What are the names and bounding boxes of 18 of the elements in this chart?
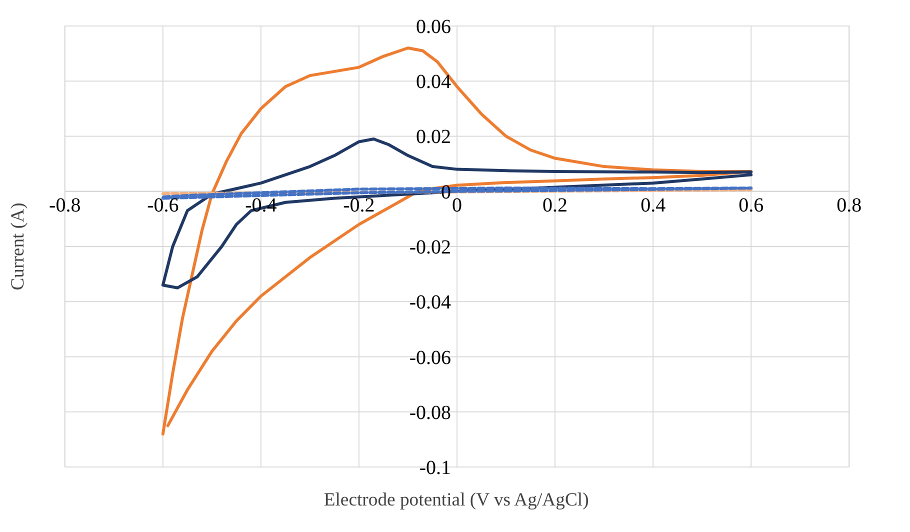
x-tick-label: -0.6 [147,194,179,216]
y-tick-label: 0.06 [416,16,451,38]
y-tick-label: -0.1 [419,457,452,480]
x-tick-label: -0.8 [49,194,81,216]
y-tick-label: -0.08 [409,402,452,424]
line-series [161,186,753,200]
x-tick-label: 0.4 [640,194,666,216]
x-tick-label: -0.2 [343,194,375,216]
y-tick-label: 0.02 [416,126,451,148]
y-tick-label: -0.02 [409,236,452,258]
x-tick-label: 0.6 [738,194,764,216]
y-tick-label: 0.04 [416,71,451,94]
x-tick-label: 0.8 [836,194,862,216]
y-tick-label: -0.06 [409,346,452,369]
y-tick-label: -0.04 [409,292,452,314]
x-tick-label: 0.2 [542,194,568,216]
y-axis-title: Current (A) [8,202,28,290]
x-axis-title: Electrode potential (V vs Ag/AgCl) [324,490,589,510]
